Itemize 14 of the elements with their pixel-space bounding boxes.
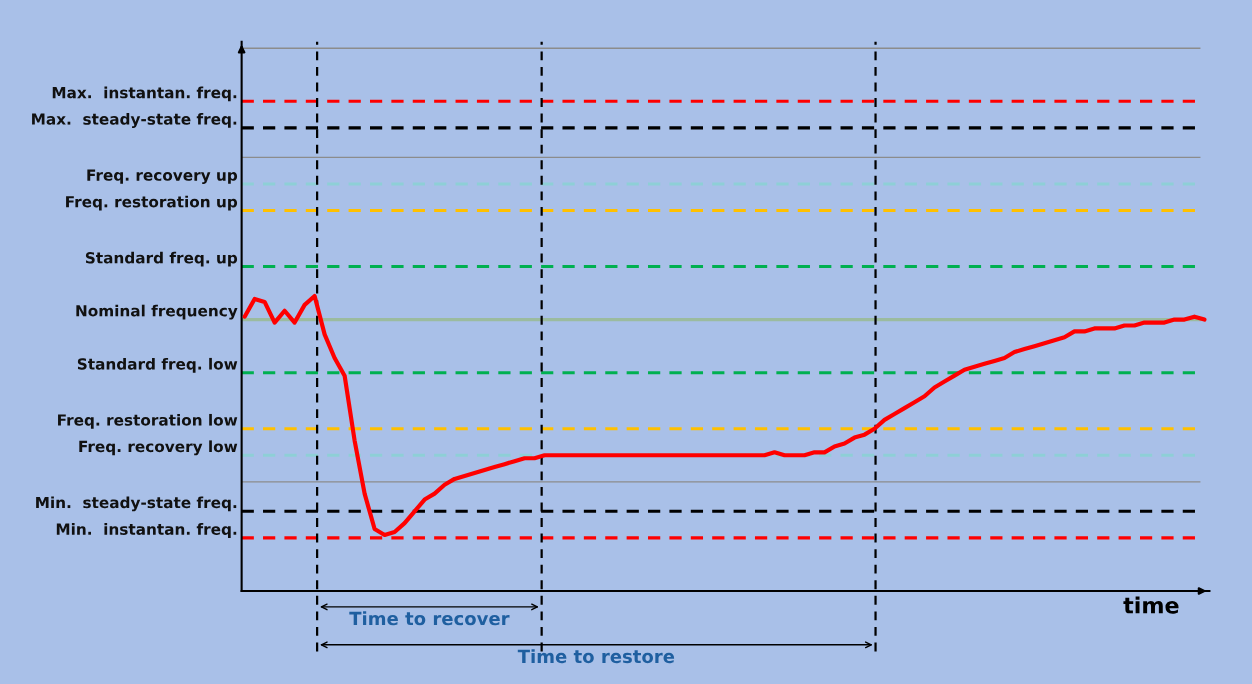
ref-line-label: Freq. recovery up — [87, 169, 238, 184]
ref-line-label: Standard freq. up — [85, 251, 238, 267]
text: Time to restore — [517, 649, 675, 664]
text: Time to recover — [349, 611, 510, 626]
ref-line-label: Max. instantan. freq. — [52, 86, 237, 102]
ref-line-label: Standard freq. low — [77, 357, 238, 373]
ref-line-label: Max. steady-state freq. — [32, 112, 237, 128]
ref-line-label: Min. instantan. freq. — [56, 523, 237, 538]
x-axis-title: time — [1123, 596, 1179, 614]
ref-line-label: Freq. recovery low — [79, 440, 238, 456]
ref-line-label: Freq. restoration up — [66, 195, 238, 211]
ref-line-label: Min. steady-state freq. — [36, 496, 237, 512]
ref-line-label: Freq. restoration low — [58, 413, 238, 429]
ref-line-label: Nominal frequency — [76, 304, 238, 320]
